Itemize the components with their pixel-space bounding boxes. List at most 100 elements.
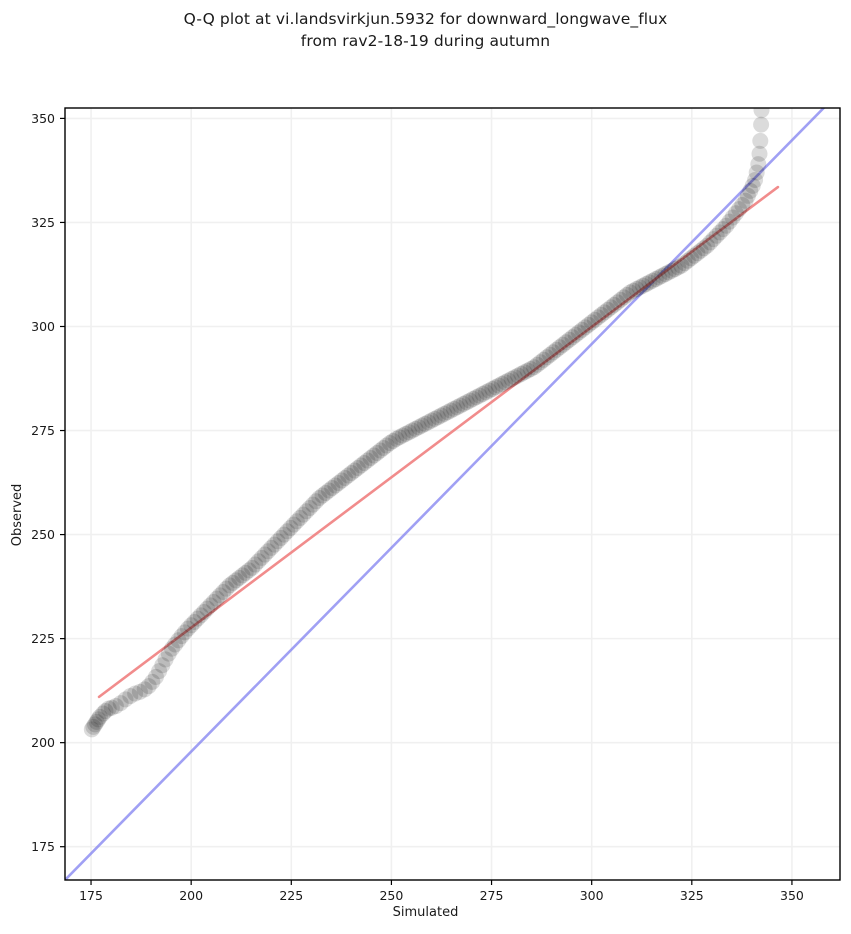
- scatter-point: [298, 503, 315, 520]
- scatter-point: [676, 255, 693, 272]
- scatter-point: [170, 632, 187, 649]
- scatter-point: [282, 519, 299, 536]
- scatter-point: [705, 231, 722, 248]
- scatter-point: [423, 412, 440, 429]
- y-tick-label: 175: [31, 839, 55, 854]
- scatter-point: [112, 695, 129, 712]
- scatter-point: [484, 380, 501, 397]
- scatter-point: [471, 387, 488, 404]
- y-axis-ticks: 175 200 225 250 275 300 325 350: [31, 111, 65, 854]
- y-tick-label: 350: [31, 111, 55, 126]
- scatter-point: [362, 450, 379, 467]
- scatter-point: [724, 209, 741, 226]
- scatter-point: [516, 364, 533, 381]
- scatter-point: [660, 264, 677, 281]
- scatter-point: [506, 369, 523, 386]
- scatter-point: [436, 405, 453, 422]
- scatter-point: [689, 245, 706, 262]
- scatter-point: [212, 587, 228, 604]
- y-tick-label: 225: [31, 631, 55, 646]
- scatter-point: [583, 314, 600, 331]
- scatter-point: [657, 266, 674, 283]
- scatter-point: [513, 365, 530, 382]
- scatter-point: [606, 296, 623, 313]
- x-tick-label: 175: [79, 888, 103, 903]
- scatter-point: [340, 467, 357, 484]
- scatter-point: [748, 164, 765, 181]
- scatter-point: [157, 651, 174, 668]
- scatter-point: [388, 430, 405, 447]
- fit-line: [97, 185, 780, 699]
- x-tick-label: 200: [179, 888, 203, 903]
- scatter-point: [167, 636, 184, 653]
- scatter-point: [304, 496, 321, 513]
- scatter-point: [666, 261, 683, 278]
- scatter-point: [250, 553, 267, 570]
- scatter-point: [336, 469, 353, 486]
- x-tick-label: 275: [480, 888, 504, 903]
- scatter-point: [574, 321, 591, 338]
- x-tick-label: 300: [580, 888, 604, 903]
- chart-title: Q-Q plot at vi.landsvirkjun.5932 for dow…: [183, 10, 668, 50]
- scatter-point: [558, 334, 575, 351]
- scatter-point: [538, 349, 555, 366]
- scatter-point: [144, 673, 161, 690]
- scatter-point: [625, 282, 642, 299]
- scatter-point: [526, 359, 543, 376]
- scatter-point: [202, 597, 219, 614]
- scatter-point: [208, 590, 225, 607]
- scatter-point: [333, 472, 350, 489]
- scatter-point: [686, 247, 703, 264]
- scatter-point: [292, 509, 309, 526]
- scatter-point: [87, 716, 104, 733]
- scatter-point: [647, 271, 664, 288]
- scatter-point: [742, 182, 759, 199]
- scatter-point: [240, 562, 257, 579]
- scatter-point: [577, 319, 594, 336]
- scatter-point: [551, 339, 568, 356]
- scatter-point: [715, 221, 732, 238]
- scatter-point: [481, 382, 498, 399]
- scatter-point: [136, 681, 153, 698]
- scatter-point: [95, 705, 112, 722]
- y-tick-label: 325: [31, 215, 55, 230]
- scatter-point: [127, 685, 144, 702]
- scatter-point: [439, 404, 456, 421]
- scatter-point: [147, 668, 164, 685]
- x-axis-label: Simulated: [392, 905, 459, 920]
- scatter-point: [151, 663, 168, 680]
- scatter-point: [256, 546, 273, 563]
- scatter-point: [311, 489, 328, 506]
- scatter-point: [199, 600, 216, 617]
- scatter-point: [599, 301, 616, 318]
- axes-frame: [64, 107, 841, 881]
- reference-lines: [65, 108, 826, 880]
- x-tick-label: 350: [780, 888, 804, 903]
- x-tick-label: 225: [279, 888, 303, 903]
- x-tick-label: 325: [680, 888, 704, 903]
- scatter-point: [751, 145, 768, 162]
- scatter-point: [186, 613, 203, 630]
- x-tick-label: 250: [379, 888, 403, 903]
- scatter-point: [458, 394, 475, 411]
- scatter-point: [548, 341, 565, 358]
- scatter-point: [83, 721, 100, 738]
- scatter-point: [737, 192, 754, 209]
- scatter-point: [117, 691, 134, 708]
- scatter-point: [301, 499, 318, 516]
- scatter-points: [83, 108, 770, 738]
- scatter-point: [426, 410, 443, 427]
- scatter-point: [369, 445, 386, 462]
- scatter-point: [570, 324, 587, 341]
- scatter-point: [103, 699, 120, 716]
- scatter-point: [727, 205, 744, 222]
- scatter-point: [122, 688, 139, 705]
- scatter-point: [474, 385, 491, 402]
- scatter-point: [215, 584, 232, 601]
- gridlines: [65, 108, 840, 880]
- scatter-point: [628, 281, 645, 298]
- scatter-point: [352, 457, 369, 474]
- scatter-point: [711, 224, 728, 241]
- scatter-point: [179, 620, 196, 637]
